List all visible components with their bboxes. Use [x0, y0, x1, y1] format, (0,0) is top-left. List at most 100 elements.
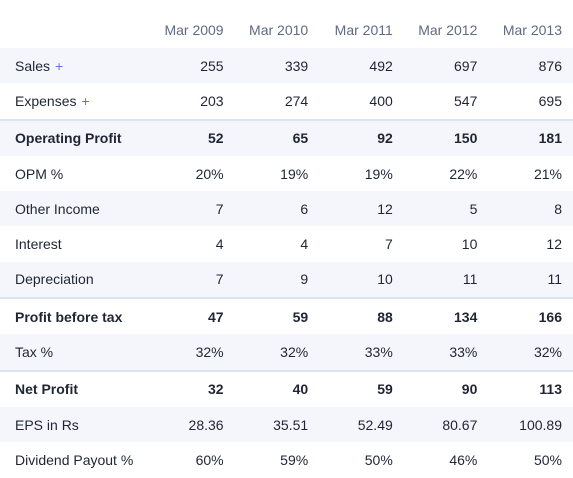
row-label-cell: OPM %: [0, 156, 150, 191]
value-cell: 7: [150, 191, 235, 227]
table-row: Net Profit 32 40 59 90 113: [0, 369, 573, 407]
value-cell: 5: [403, 191, 489, 227]
value-cell: 28.36: [150, 406, 235, 443]
row-label: Operating Profit: [15, 130, 122, 147]
value-cell: 166: [488, 297, 573, 335]
header-period: Mar 2009: [164, 22, 224, 38]
value-cell: 9: [234, 261, 320, 299]
table-row: EPS in Rs 28.36 35.51 52.49 80.67 100.89: [0, 406, 573, 443]
value-cell: 20%: [195, 165, 224, 182]
value-cell: 65: [234, 118, 320, 156]
table-row: Operating Profit 52 65 92 150 181: [0, 118, 573, 156]
header-row: Mar 2009 Mar 2010 Mar 2011 Mar 2012 Mar …: [0, 12, 573, 48]
value-cell: 6: [234, 191, 320, 227]
header-period: Mar 2012: [418, 22, 478, 38]
value-cell: 19%: [280, 165, 309, 182]
profit-loss-panel: Mar 2009 Mar 2010 Mar 2011 Mar 2012 Mar …: [0, 22, 573, 468]
table-row: Other Income 7 6 12 5 8: [0, 191, 573, 227]
header-blank: [0, 12, 150, 48]
value-cell: 547: [454, 92, 478, 109]
value-cell: 4: [215, 236, 224, 253]
row-label: Depreciation: [15, 271, 94, 288]
value-cell: 4: [300, 236, 309, 253]
table-row: Profit before tax 47 59 88 134 166: [0, 297, 573, 335]
value-cell: 8: [488, 191, 573, 227]
value-cell: 255: [150, 48, 235, 84]
header-period: Mar 2013: [502, 22, 562, 38]
profit-loss-table: Mar 2009 Mar 2010 Mar 2011 Mar 2012 Mar …: [0, 12, 573, 478]
header-period: Mar 2010: [249, 22, 309, 38]
value-cell: 33%: [319, 334, 404, 371]
table-row: Depreciation 7 9 10 11 11: [0, 261, 573, 299]
value-cell: 876: [488, 48, 573, 84]
value-cell: 203: [200, 92, 224, 109]
value-cell: 92: [319, 118, 404, 156]
value-cell: 11: [403, 261, 489, 299]
value-cell: 52.49: [319, 406, 404, 443]
row-label-cell: EPS in Rs: [0, 406, 150, 443]
table-row: OPM % 20% 19% 19% 22% 21%: [0, 156, 573, 191]
row-label-cell: Other Income: [0, 191, 150, 227]
table-row: Tax % 32% 32% 33% 33% 32%: [0, 334, 573, 371]
row-label: Other Income: [15, 200, 100, 217]
row-label: Dividend Payout %: [15, 451, 134, 468]
value-cell: 113: [488, 369, 573, 407]
table-row: Expenses +203 274 400 547 695: [0, 83, 573, 119]
value-cell: 32%: [488, 334, 573, 371]
value-cell: 695: [538, 92, 562, 109]
table-row: Interest 4 4 7 10 12: [0, 226, 573, 261]
value-cell: 134: [403, 297, 489, 335]
value-cell: 60%: [195, 451, 224, 468]
row-label: Tax %: [15, 344, 54, 361]
row-label-cell: Profit before tax: [0, 297, 150, 335]
value-cell: 32%: [234, 334, 320, 371]
expand-plus-icon[interactable]: +: [55, 57, 64, 74]
value-cell: 400: [369, 92, 393, 109]
value-cell: 52: [150, 118, 235, 156]
row-label: Expenses: [15, 92, 77, 109]
row-label: EPS in Rs: [15, 416, 79, 433]
value-cell: 7: [150, 261, 235, 299]
value-cell: 59: [319, 369, 404, 407]
row-label-cell: Net Profit: [0, 369, 150, 407]
value-cell: 339: [234, 48, 320, 84]
value-cell: 12: [546, 236, 562, 253]
expand-plus-icon[interactable]: +: [81, 92, 90, 109]
header-period: Mar 2011: [334, 22, 393, 38]
value-cell: 697: [403, 48, 489, 84]
value-cell: 47: [150, 297, 235, 335]
value-cell: 22%: [449, 165, 478, 182]
value-cell: 10: [319, 261, 404, 299]
value-cell: 50%: [533, 451, 562, 468]
row-label-cell[interactable]: Sales +: [0, 48, 150, 84]
value-cell: 46%: [449, 451, 478, 468]
row-label: Interest: [15, 236, 62, 253]
row-label-cell: Depreciation: [0, 261, 150, 299]
value-cell: 21%: [533, 165, 562, 182]
row-label: Profit before tax: [15, 308, 123, 325]
row-label: Sales: [15, 57, 51, 74]
value-cell: 19%: [364, 165, 393, 182]
row-label-cell[interactable]: Expenses +: [0, 83, 150, 119]
value-cell: 32%: [150, 334, 235, 371]
value-cell: 492: [319, 48, 404, 84]
value-cell: 80.67: [403, 406, 489, 443]
row-label-cell: Interest: [0, 226, 150, 261]
value-cell: 35.51: [234, 406, 320, 443]
value-cell: 274: [284, 92, 309, 109]
row-label: Net Profit: [15, 381, 78, 398]
value-cell: 32: [150, 369, 235, 407]
value-cell: 90: [403, 369, 489, 407]
table-row: Sales +255 339 492 697 876: [0, 48, 573, 84]
value-cell: 10: [461, 236, 478, 253]
row-label-cell: Operating Profit: [0, 118, 150, 156]
table-row: Dividend Payout % 60% 59% 50% 46% 50%: [0, 442, 573, 477]
row-label-cell: Dividend Payout %: [0, 442, 150, 477]
row-label: OPM %: [15, 165, 64, 182]
value-cell: 11: [488, 261, 573, 299]
value-cell: 100.89: [488, 406, 573, 443]
value-cell: 12: [319, 191, 404, 227]
value-cell: 33%: [403, 334, 489, 371]
value-cell: 59%: [280, 451, 309, 468]
row-label-cell: Tax %: [0, 334, 150, 371]
